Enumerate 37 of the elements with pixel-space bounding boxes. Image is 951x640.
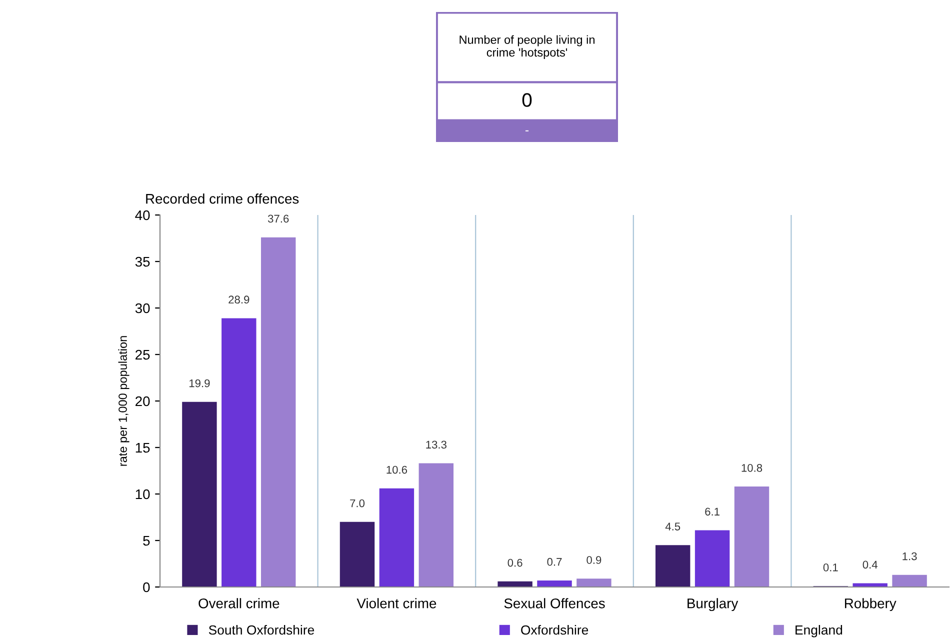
- y-tick-label: 5: [143, 536, 150, 546]
- data-label: 13.3: [426, 440, 446, 449]
- data-label: 0.4: [862, 560, 878, 569]
- chart-title: Recorded crime offences: [146, 194, 299, 204]
- x-tick-label: Robbery: [844, 598, 896, 612]
- x-tick-label: Sexual Offences: [504, 598, 605, 608]
- data-label: 4.5: [665, 522, 680, 530]
- y-tick-label: 25: [136, 350, 150, 360]
- text: -: [525, 130, 529, 132]
- data-label: 37.6: [268, 214, 289, 223]
- x-tick-label: Overall crime: [198, 598, 280, 608]
- y-tick-label: 20: [136, 396, 150, 406]
- data-label: 0.6: [508, 558, 522, 567]
- legend-label: Oxfordshire: [521, 624, 588, 635]
- data-label: 0.9: [586, 556, 602, 564]
- legend-label: England: [796, 624, 842, 638]
- x-tick-label: Violent crime: [356, 598, 436, 608]
- y-tick-label: 0: [143, 582, 150, 592]
- data-label: 7.0: [350, 499, 365, 508]
- text: 0: [522, 93, 532, 107]
- data-label: 10.6: [386, 466, 408, 474]
- y-tick-label: 35: [135, 256, 150, 267]
- y-tick-label: 30: [135, 303, 150, 314]
- y-tick-label: 40: [135, 210, 150, 220]
- text: Number of people living in crime 'hotspots': [460, 35, 594, 59]
- data-label: 1.3: [902, 552, 917, 560]
- x-tick-label: Burglary: [688, 598, 738, 612]
- y-tick-label: 10: [136, 489, 150, 500]
- data-label: 10.8: [742, 464, 762, 472]
- y-tick-label: 15: [136, 442, 150, 453]
- data-label: 0.1: [823, 564, 838, 572]
- data-label: 28.9: [228, 296, 250, 304]
- data-label: 6.1: [705, 508, 720, 516]
- data-label: 0.7: [547, 558, 562, 566]
- data-label: 19.9: [189, 379, 210, 388]
- y-axis-title: rate per 1,000 population: [118, 336, 130, 466]
- legend-label: South Oxfordshire: [208, 624, 314, 635]
